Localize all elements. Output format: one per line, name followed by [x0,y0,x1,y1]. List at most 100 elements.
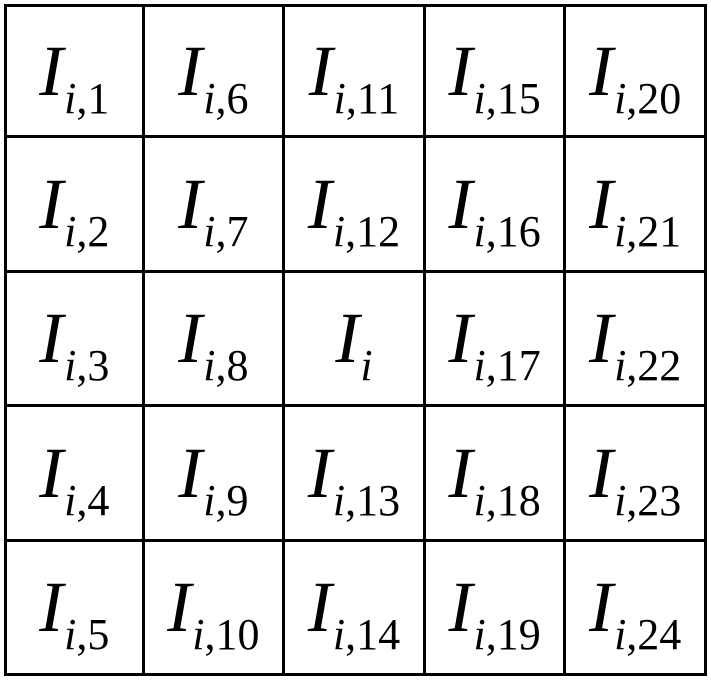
cell-label: Ii,18 [448,437,540,509]
cell-label: Ii,3 [39,302,109,374]
cell-label: Ii,9 [178,437,248,509]
cell-label: Ii,10 [167,571,259,643]
symbol-I: I [589,168,613,240]
symbol-I: I [589,437,613,509]
cell-label: Ii,5 [39,571,109,643]
subscript: i,11 [333,77,400,121]
cell-label: Ii,1 [39,35,109,107]
subscript: i,9 [202,479,248,523]
subscript: i,13 [332,479,400,523]
grid-cell: Ii,7 [145,138,286,272]
symbol-I: I [448,168,472,240]
subscript: i,15 [472,77,540,121]
grid-cell: Ii,5 [4,542,145,676]
subscript: i,21 [613,210,681,254]
symbol-I: I [39,35,63,107]
grid-cell: Ii,13 [285,407,426,541]
symbol-I: I [39,437,63,509]
cell-label: Ii,11 [309,35,400,107]
cell-label: Ii,12 [308,168,400,240]
subscript: i,10 [191,613,259,657]
grid-cell: Ii,2 [4,138,145,272]
cell-label: Ii,20 [589,35,681,107]
subscript: i,16 [472,210,540,254]
grid-cell: Ii,4 [4,407,145,541]
grid-cell: Ii [285,273,426,407]
cell-label: Ii,8 [178,302,248,374]
cell-label: Ii,21 [589,168,681,240]
cell-label: Ii,15 [448,35,540,107]
cell-label: Ii,6 [178,35,248,107]
grid-cell: Ii,6 [145,4,286,138]
symbol-I: I [39,168,63,240]
grid-cell: Ii,12 [285,138,426,272]
cell-label: Ii,13 [308,437,400,509]
symbol-I: I [448,437,472,509]
cell-label: Ii,14 [308,571,400,643]
grid-cell: Ii,3 [4,273,145,407]
cell-label: Ii,23 [589,437,681,509]
grid-cell: Ii,17 [426,273,567,407]
grid-cell: Ii,8 [145,273,286,407]
grid-cell: Ii,23 [566,407,707,541]
grid-cell: Ii,1 [4,4,145,138]
cell-label: Ii,2 [39,168,109,240]
cell-label: Ii,4 [39,437,109,509]
subscript: i,19 [472,613,540,657]
grid-cell: Ii,20 [566,4,707,138]
symbol-I: I [39,571,63,643]
symbol-I: I [335,302,359,374]
grid-cell: Ii,9 [145,407,286,541]
subscript: i,4 [63,479,109,523]
grid-cell: Ii,16 [426,138,567,272]
subscript: i,22 [613,344,681,388]
subscript: i,3 [63,344,109,388]
symbol-I: I [589,302,613,374]
grid-cell: Ii,22 [566,273,707,407]
symbol-I: I [308,437,332,509]
symbol-I: I [308,571,332,643]
cell-label: Ii,24 [589,571,681,643]
symbol-I: I [309,35,333,107]
grid-cell: Ii,21 [566,138,707,272]
cell-label: Ii,7 [178,168,248,240]
index-grid: Ii,1Ii,6Ii,11Ii,15Ii,20Ii,2Ii,7Ii,12Ii,1… [0,0,711,680]
subscript: i,2 [63,210,109,254]
cell-label: Ii,22 [589,302,681,374]
cell-label: Ii,19 [448,571,540,643]
subscript: i,20 [613,77,681,121]
subscript: i,5 [63,613,109,657]
symbol-I: I [308,168,332,240]
symbol-I: I [589,571,613,643]
symbol-I: I [448,35,472,107]
symbol-I: I [178,437,202,509]
subscript: i,14 [332,613,400,657]
symbol-I: I [448,302,472,374]
symbol-I: I [178,168,202,240]
symbol-I: I [39,302,63,374]
grid-cell: Ii,24 [566,542,707,676]
symbol-I: I [178,35,202,107]
subscript: i,12 [332,210,400,254]
subscript: i,17 [472,344,540,388]
grid-cell: Ii,18 [426,407,567,541]
cell-label: Ii,17 [448,302,540,374]
symbol-I: I [178,302,202,374]
symbol-I: I [167,571,191,643]
subscript: i,1 [63,77,109,121]
subscript: i,7 [202,210,248,254]
grid-cell: Ii,11 [285,4,426,138]
subscript: i,23 [613,479,681,523]
subscript: i [359,344,372,388]
cell-label: Ii [335,302,372,374]
symbol-I: I [589,35,613,107]
subscript: i,24 [613,613,681,657]
subscript: i,18 [472,479,540,523]
grid-cell: Ii,19 [426,542,567,676]
subscript: i,8 [202,344,248,388]
grid-cell: Ii,10 [145,542,286,676]
subscript: i,6 [202,77,248,121]
grid-cell: Ii,15 [426,4,567,138]
symbol-I: I [448,571,472,643]
cell-label: Ii,16 [448,168,540,240]
